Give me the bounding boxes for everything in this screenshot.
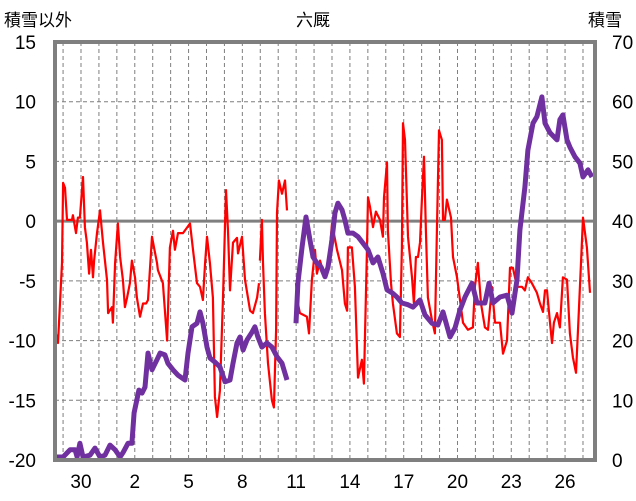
y-right-tick-label: 0 — [612, 451, 623, 472]
y-left-tick-label: -20 — [9, 451, 36, 472]
y-left-tick-label: -5 — [19, 272, 36, 293]
x-tick-label: 26 — [554, 472, 575, 493]
left-axis-title: 積雪以外 — [4, 11, 72, 31]
y-left-tick-label: 5 — [25, 152, 36, 173]
series-line-snow-depth — [55, 94, 595, 460]
series-line-non-snow — [52, 122, 592, 419]
y-left-tick-label: 15 — [15, 33, 36, 54]
x-tick-label: 30 — [70, 472, 91, 493]
x-tick-label: 5 — [183, 472, 194, 493]
y-right-tick-label: 50 — [612, 152, 633, 173]
x-tick-label: 8 — [237, 472, 248, 493]
y-left-tick-label: 0 — [25, 212, 36, 233]
x-tick-label: 20 — [447, 472, 468, 493]
plot-border — [53, 40, 597, 462]
y-left-tick-label: -10 — [9, 332, 36, 353]
y-left-tick-label: 10 — [15, 93, 36, 114]
right-axis-title: 積雪 — [588, 11, 622, 31]
y-left-tick-label: -15 — [9, 391, 36, 412]
y-right-tick-label: 20 — [612, 332, 633, 353]
y-right-tick-label: 30 — [612, 272, 633, 293]
x-tick-label: 14 — [339, 472, 361, 493]
x-tick-label: 11 — [286, 472, 306, 493]
x-tick-label: 17 — [393, 472, 414, 493]
y-right-tick-label: 40 — [612, 212, 633, 233]
x-tick-label: 2 — [129, 472, 140, 493]
y-right-tick-label: 10 — [612, 391, 633, 412]
y-right-tick-label: 70 — [612, 33, 633, 54]
y-right-tick-label: 60 — [612, 93, 633, 114]
x-tick-label: 23 — [501, 472, 522, 493]
chart-title: 六厩 — [296, 11, 330, 31]
